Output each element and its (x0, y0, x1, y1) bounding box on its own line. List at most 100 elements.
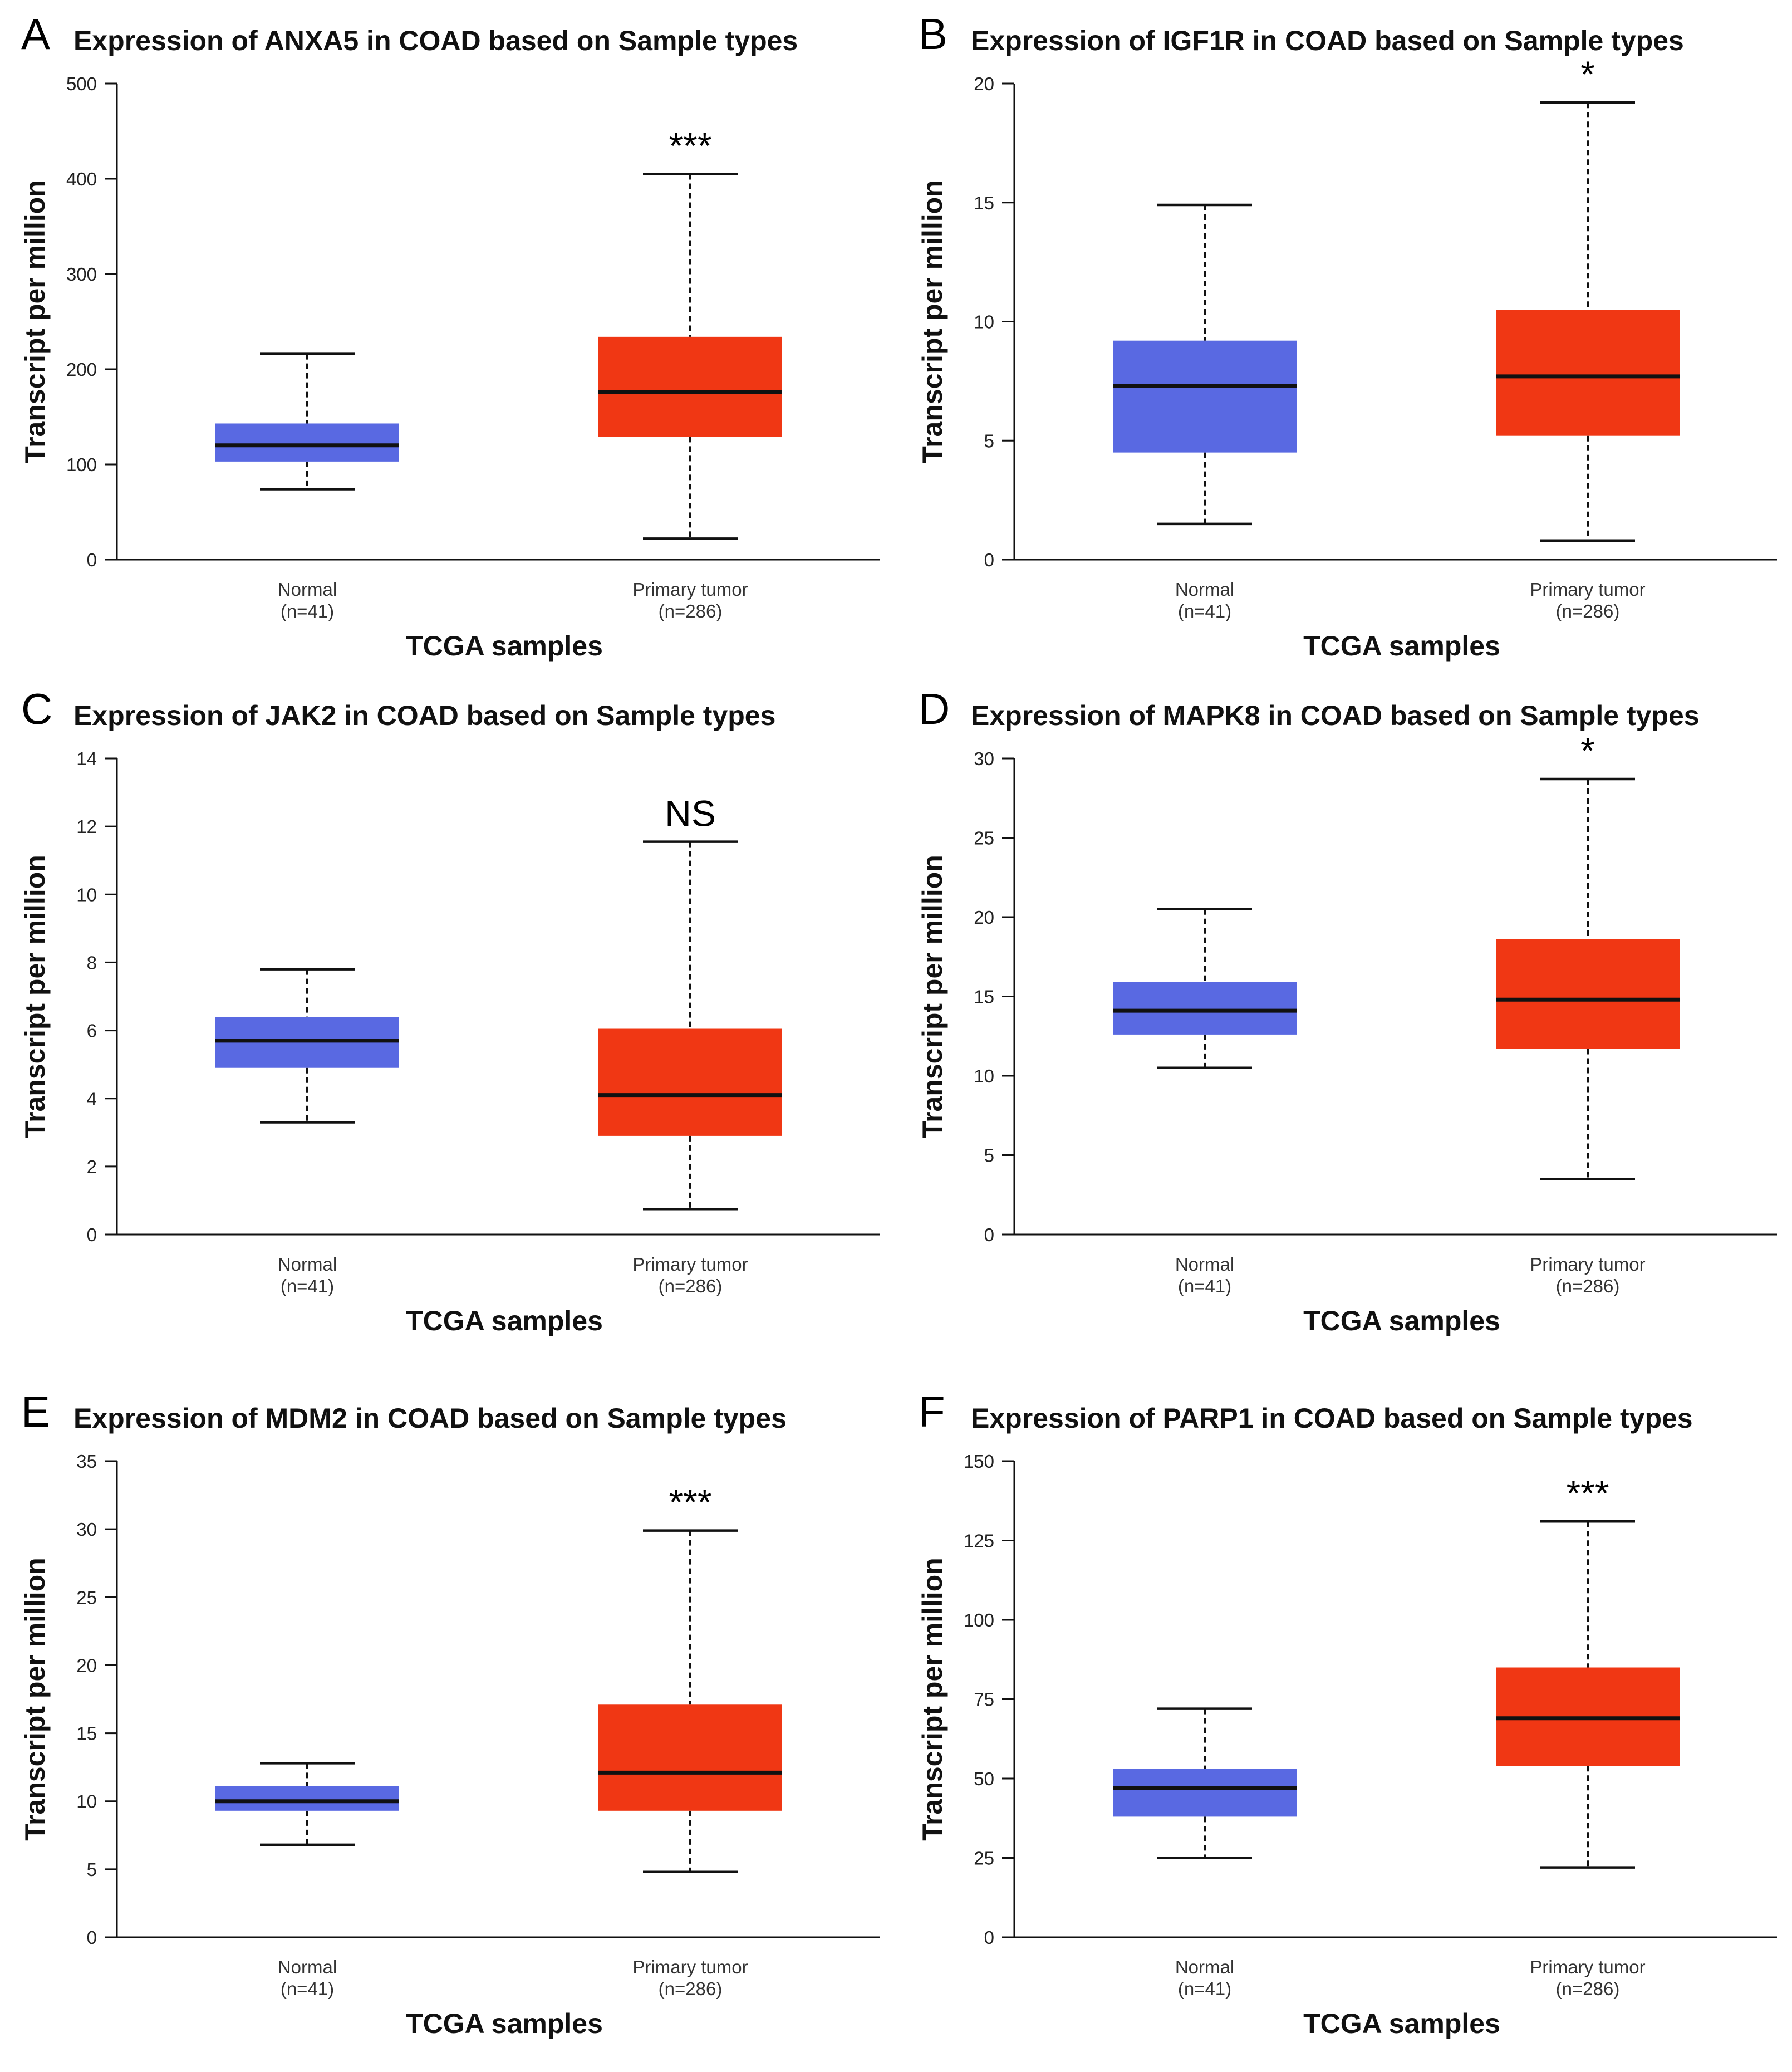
y-tick-label: 75 (974, 1689, 994, 1710)
normal-category-label: Normal (278, 1957, 337, 1977)
panel-f: F Expression of PARP1 in COAD based on Sa… (917, 1387, 1777, 2039)
tumor-category-label: Primary tumor (632, 1254, 748, 1275)
tumor-category-label: Primary tumor (632, 1957, 748, 1977)
y-tick-label: 100 (66, 454, 97, 475)
normal-sample-count: (n=41) (281, 1276, 334, 1296)
y-tick-label: 12 (76, 816, 97, 837)
y-tick-label: 15 (76, 1723, 97, 1744)
panel-b: B Expression of IGF1R in COAD based on Sa… (917, 9, 1777, 662)
y-tick-label: 2 (87, 1157, 97, 1177)
tumor-category-label: Primary tumor (632, 579, 748, 600)
normal-sample-count: (n=41) (1178, 601, 1231, 621)
x-axis-title: TCGA samples (1303, 1305, 1500, 1336)
y-tick-label: 4 (87, 1089, 97, 1109)
tumor-sample-count: (n=286) (1556, 601, 1620, 621)
panel-letter: C (21, 684, 52, 733)
y-tick-label: 400 (66, 169, 97, 189)
y-axis-label: Transcript per million (917, 180, 948, 463)
normal-box (1113, 982, 1297, 1035)
x-axis-title: TCGA samples (1303, 2008, 1500, 2039)
normal-box (215, 423, 399, 462)
tumor-box (598, 1704, 782, 1811)
y-tick-label: 30 (974, 748, 994, 769)
y-axis-label: Transcript per million (19, 855, 51, 1138)
tumor-category-label: Primary tumor (1530, 1254, 1645, 1275)
tumor-sample-count: (n=286) (1556, 1276, 1620, 1296)
significance-label: NS (665, 793, 716, 834)
y-axis-label: Transcript per million (19, 1557, 51, 1840)
y-tick-label: 500 (66, 74, 97, 94)
y-tick-label: 0 (87, 1927, 97, 1948)
normal-category-label: Normal (278, 579, 337, 600)
normal-category-label: Normal (1175, 579, 1234, 600)
y-tick-label: 20 (974, 907, 994, 928)
x-axis-title: TCGA samples (406, 1305, 603, 1336)
panel-letter: A (21, 9, 50, 58)
panel-d: D Expression of MAPK8 in COAD based on Sa… (917, 684, 1777, 1336)
y-tick-label: 35 (76, 1451, 97, 1472)
x-axis-title: TCGA samples (406, 630, 603, 662)
panel-e: E Expression of MDM2 in COAD based on Sam… (19, 1387, 880, 2039)
y-tick-label: 15 (974, 987, 994, 1007)
tumor-box (598, 1028, 782, 1136)
tumor-sample-count: (n=286) (659, 1978, 723, 1999)
chart-title: Expression of ANXA5 in COAD based on Sam… (73, 25, 798, 56)
panel-c: C Expression of JAK2 in COAD based on Sam… (19, 684, 880, 1336)
y-tick-label: 15 (974, 193, 994, 213)
y-tick-label: 25 (974, 828, 994, 849)
y-tick-label: 25 (76, 1587, 97, 1608)
y-tick-label: 5 (984, 430, 994, 451)
y-tick-label: 0 (984, 550, 994, 570)
panel-letter: F (919, 1387, 945, 1436)
normal-sample-count: (n=41) (281, 1978, 334, 1999)
chart-title: Expression of IGF1R in COAD based on Sam… (971, 25, 1684, 56)
y-axis-label: Transcript per million (19, 180, 51, 463)
tumor-box (1496, 310, 1680, 436)
y-axis-label: Transcript per million (917, 855, 948, 1138)
tumor-sample-count: (n=286) (659, 1276, 723, 1296)
tumor-sample-count: (n=286) (1556, 1978, 1620, 1999)
y-tick-label: 30 (76, 1519, 97, 1540)
tumor-box (598, 336, 782, 437)
normal-category-label: Normal (1175, 1254, 1234, 1275)
y-tick-label: 14 (76, 748, 97, 769)
y-tick-label: 6 (87, 1021, 97, 1041)
y-tick-label: 50 (974, 1769, 994, 1789)
significance-label: * (1580, 730, 1595, 771)
y-tick-label: 10 (76, 1791, 97, 1812)
significance-label: *** (669, 1482, 711, 1523)
x-axis-title: TCGA samples (1303, 630, 1500, 662)
y-tick-label: 100 (964, 1610, 994, 1630)
y-tick-label: 300 (66, 264, 97, 285)
x-axis-title: TCGA samples (406, 2008, 603, 2039)
significance-label: *** (1566, 1472, 1609, 1513)
normal-category-label: Normal (278, 1254, 337, 1275)
panel-a: A Expression of ANXA5 in COAD based on Sa… (19, 9, 880, 662)
chart-title: Expression of MAPK8 in COAD based on Sam… (971, 700, 1700, 731)
y-tick-label: 0 (984, 1927, 994, 1948)
y-tick-label: 5 (984, 1145, 994, 1166)
normal-box (1113, 340, 1297, 453)
y-tick-label: 10 (974, 312, 994, 332)
y-axis-label: Transcript per million (917, 1557, 948, 1840)
y-tick-label: 10 (76, 884, 97, 905)
y-tick-label: 20 (974, 74, 994, 94)
y-tick-label: 0 (87, 1224, 97, 1245)
y-tick-label: 200 (66, 359, 97, 380)
y-tick-label: 0 (87, 550, 97, 570)
y-tick-label: 10 (974, 1066, 994, 1086)
tumor-box (1496, 939, 1680, 1049)
panel-letter: E (21, 1387, 50, 1436)
normal-box (215, 1786, 399, 1811)
normal-sample-count: (n=41) (1178, 1276, 1231, 1296)
y-tick-label: 25 (974, 1848, 994, 1869)
y-tick-label: 0 (984, 1224, 994, 1245)
panel-letter: D (919, 684, 950, 733)
chart-title: Expression of JAK2 in COAD based on Samp… (73, 700, 775, 731)
tumor-category-label: Primary tumor (1530, 1957, 1645, 1977)
normal-box (1113, 1769, 1297, 1817)
tumor-sample-count: (n=286) (659, 601, 723, 621)
chart-title: Expression of PARP1 in COAD based on Sam… (971, 1403, 1693, 1434)
y-tick-label: 5 (87, 1859, 97, 1880)
